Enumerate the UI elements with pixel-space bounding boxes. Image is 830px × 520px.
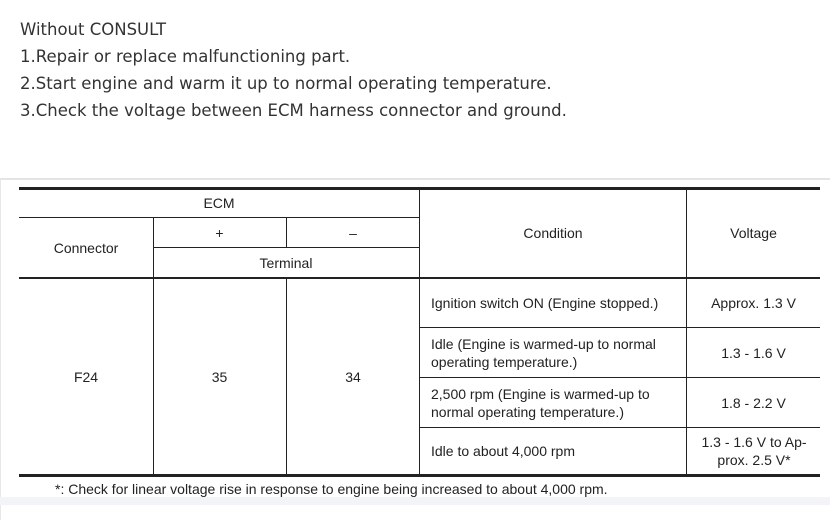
header-ecm: ECM [203, 195, 235, 211]
condition-cell: Ignition switch ON (Engine stopped.) [431, 295, 659, 311]
divider [419, 188, 420, 475]
header-plus: + [215, 224, 224, 241]
footnote: *: Check for linear voltage rise in resp… [55, 481, 608, 497]
instructions: Without CONSULT 1.Repair or replace malf… [20, 16, 567, 124]
table-card [0, 178, 830, 520]
voltage-cell: 1.8 - 2.2 V [721, 394, 786, 411]
section-heading: Without CONSULT [20, 20, 167, 39]
minus-terminal-cell: 34 [345, 368, 361, 385]
step-2: 2.Start engine and warm it up to normal … [20, 74, 552, 93]
header-minus: – [349, 224, 357, 241]
voltage-cell: 1.3 - 1.6 V to Ap-prox. 2.5 V* [701, 434, 807, 468]
header-connector: Connector [53, 239, 119, 256]
header-voltage: Voltage [730, 225, 777, 241]
divider [19, 474, 820, 477]
header-terminal: Terminal [259, 254, 313, 271]
divider [19, 217, 419, 218]
divider [286, 218, 287, 248]
header-condition: Condition [523, 225, 583, 241]
plus-terminal-cell: 35 [211, 368, 228, 385]
condition-cell: 2,500 rpm (Engine is warmed-up to normal… [431, 385, 650, 420]
connector-cell: F24 [73, 368, 99, 385]
step-3: 3.Check the voltage between ECM harness … [20, 101, 567, 120]
divider [686, 188, 687, 475]
divider [286, 278, 287, 475]
divider [419, 427, 820, 428]
divider [153, 218, 154, 475]
voltage-cell: Approx. 1.3 V [711, 295, 796, 311]
condition-cell: Idle (Engine is warmed-up to normal oper… [431, 335, 656, 370]
bottom-bar [0, 497, 830, 505]
divider [419, 327, 820, 328]
divider [419, 377, 820, 378]
step-1: 1.Repair or replace malfunctioning part. [20, 47, 351, 66]
condition-cell: Idle to about 4,000 rpm [431, 443, 575, 459]
voltage-cell: 1.3 - 1.6 V [721, 344, 786, 361]
